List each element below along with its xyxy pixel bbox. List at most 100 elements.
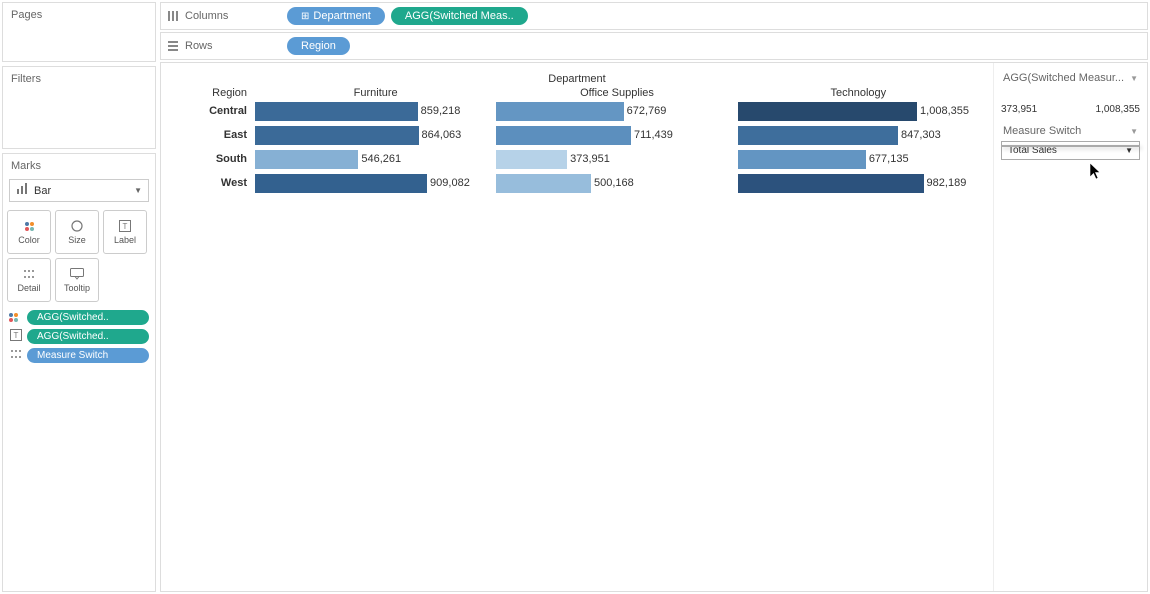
bar[interactable]: [738, 150, 866, 169]
bar[interactable]: [496, 126, 631, 145]
pages-panel: Pages: [2, 2, 156, 62]
pill-label: AGG(Switched..: [27, 329, 149, 344]
measure-switch-title: Measure Switch: [1003, 125, 1081, 137]
marks-panel: Marks Bar ▼ Color Size: [2, 153, 156, 592]
label-icon: T: [119, 219, 131, 233]
bar-cell: 859,218: [255, 102, 496, 121]
columns-label: Columns: [167, 10, 277, 22]
shelf-pill[interactable]: AGG(Switched Meas..: [391, 7, 528, 25]
pill-label: Measure Switch: [27, 348, 149, 363]
bar-cell: 982,189: [738, 174, 979, 193]
rows-shelf[interactable]: Rows Region: [160, 32, 1148, 60]
bar-cell: 546,261: [255, 150, 496, 169]
region-label: South: [175, 153, 255, 165]
bar[interactable]: [255, 174, 427, 193]
region-header: Region: [175, 87, 255, 99]
bar[interactable]: [738, 102, 917, 121]
bar-label: 847,303: [901, 129, 941, 141]
bar-cell: 909,082: [255, 174, 496, 193]
mark-type-label: Bar: [34, 185, 51, 197]
bar[interactable]: [738, 174, 924, 193]
label-button[interactable]: T Label: [103, 210, 147, 254]
filters-title: Filters: [3, 67, 155, 92]
chevron-down-icon[interactable]: ▼: [1130, 74, 1138, 83]
filters-panel: Filters: [2, 66, 156, 149]
dept-header: Office Supplies: [496, 87, 737, 99]
bar[interactable]: [255, 126, 419, 145]
legend-gradient: [1001, 88, 1140, 102]
chart-title: Department: [175, 73, 979, 85]
chart-row: East864,063 711,439 847,303: [175, 123, 979, 147]
bar[interactable]: [496, 102, 623, 121]
detail-button[interactable]: Detail: [7, 258, 51, 302]
dept-header: Technology: [738, 87, 979, 99]
size-icon: [70, 219, 84, 233]
chevron-down-icon: ▼: [134, 186, 142, 195]
mark-shelf-pill[interactable]: AGG(Switched..: [9, 310, 149, 325]
pill-icon: [9, 349, 23, 362]
chart-area: Department Region FurnitureOffice Suppli…: [161, 63, 993, 591]
mark-shelf-pill[interactable]: T AGG(Switched..: [9, 329, 149, 344]
region-label: Central: [175, 105, 255, 117]
bar[interactable]: [496, 150, 567, 169]
bar-label: 909,082: [430, 177, 470, 189]
legend-min: 373,951: [1001, 104, 1037, 115]
svg-text:T: T: [123, 222, 128, 231]
chevron-down-icon[interactable]: ▼: [1130, 127, 1138, 136]
mark-type-select[interactable]: Bar ▼: [9, 179, 149, 202]
tooltip-button[interactable]: Tooltip: [55, 258, 99, 302]
color-icon: [25, 219, 34, 233]
bar-cell: 677,135: [738, 150, 979, 169]
bar-label: 500,168: [594, 177, 634, 189]
svg-text:T: T: [14, 331, 19, 340]
columns-shelf[interactable]: Columns ⊞Department AGG(Switched Meas..: [160, 2, 1148, 30]
bar-label: 546,261: [361, 153, 401, 165]
chart-row: West 909,082 500,168 982,189: [175, 171, 979, 195]
bar-icon: [16, 183, 28, 198]
region-label: West: [175, 177, 255, 189]
bar-label: 373,951: [570, 153, 610, 165]
mark-shelf-pill[interactable]: Measure Switch: [9, 348, 149, 363]
legend-max: 1,008,355: [1096, 104, 1141, 115]
shelf-pill[interactable]: Region: [287, 37, 350, 55]
measure-switch-select[interactable]: Total Sales ▼: [1001, 141, 1140, 160]
rows-label: Rows: [167, 40, 277, 52]
bar-cell: 500,168: [496, 174, 737, 193]
bar[interactable]: [496, 174, 591, 193]
bar-label: 711,439: [634, 129, 673, 141]
bar-cell: 847,303: [738, 126, 979, 145]
bar-label: 1,008,355: [920, 105, 969, 117]
pill-icon: T: [9, 329, 23, 344]
region-label: East: [175, 129, 255, 141]
chart-row: South 546,261 373,951 677,135: [175, 147, 979, 171]
bar-cell: 373,951: [496, 150, 737, 169]
pill-icon: [9, 313, 23, 322]
size-button[interactable]: Size: [55, 210, 99, 254]
bar-cell: 672,769: [496, 102, 737, 121]
measure-switch-card: Measure Switch ▼ Total Sales ▼: [1000, 122, 1141, 161]
bar-cell: 864,063: [255, 126, 496, 145]
bar-label: 677,135: [869, 153, 909, 165]
chevron-down-icon: ▼: [1125, 146, 1133, 155]
cursor-icon: [1090, 163, 1104, 179]
bar-label: 672,769: [627, 105, 667, 117]
shelf-pill[interactable]: ⊞Department: [287, 7, 385, 25]
dept-header: Furniture: [255, 87, 496, 99]
bar[interactable]: [255, 150, 358, 169]
bar[interactable]: [255, 102, 418, 121]
bar-cell: 1,008,355: [738, 102, 979, 121]
bar[interactable]: [738, 126, 898, 145]
measure-switch-dropdown: [1001, 145, 1140, 147]
detail-icon: [23, 267, 35, 281]
color-button[interactable]: Color: [7, 210, 51, 254]
bar-label: 982,189: [927, 177, 967, 189]
bar-label: 859,218: [421, 105, 461, 117]
bar-cell: 711,439: [496, 126, 737, 145]
pill-label: AGG(Switched..: [27, 310, 149, 325]
chart-row: Central 859,218 672,769 1,008,355: [175, 99, 979, 123]
color-legend: AGG(Switched Measur... ▼ 373,951 1,008,3…: [1000, 69, 1141, 116]
expand-icon: ⊞: [301, 11, 309, 22]
tooltip-icon: [70, 267, 84, 281]
legend-title: AGG(Switched Measur...: [1003, 72, 1124, 84]
marks-title: Marks: [3, 154, 155, 175]
